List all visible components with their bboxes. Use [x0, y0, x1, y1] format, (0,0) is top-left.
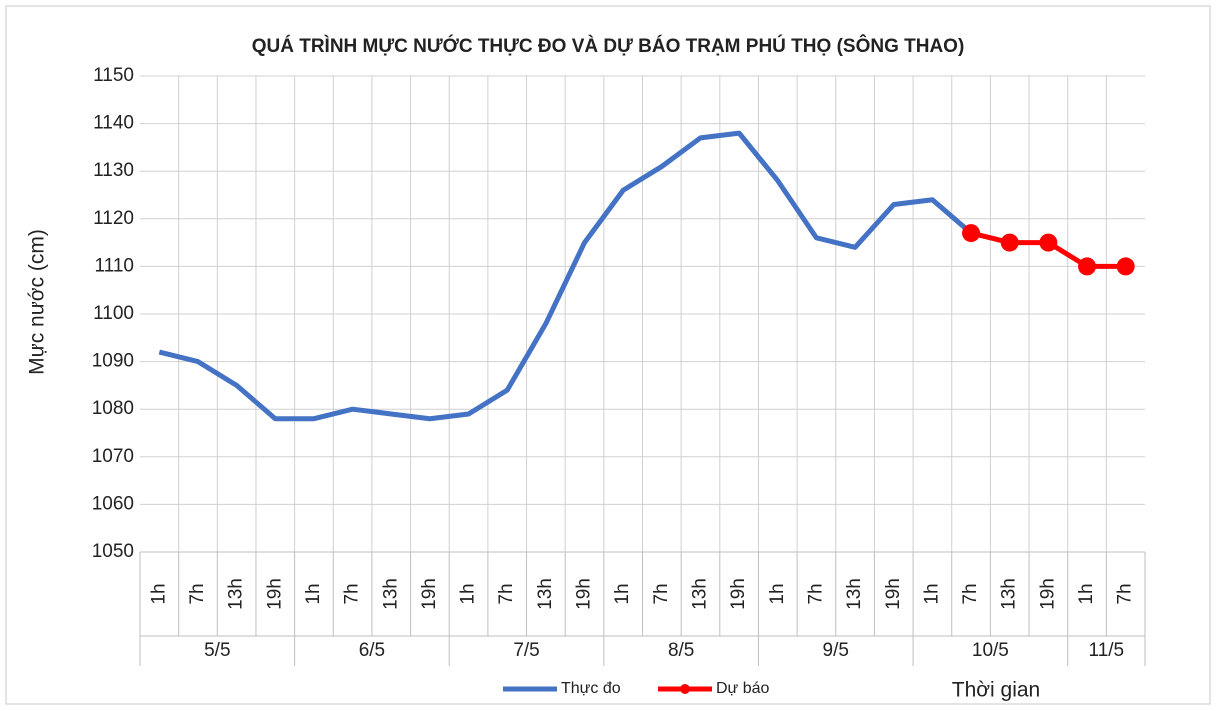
y-tick-label: 1100: [93, 303, 134, 324]
y-tick-label: 1080: [92, 398, 134, 419]
x-tick-label: 1h: [148, 583, 169, 604]
x-tick-label: 13h: [380, 578, 401, 610]
x-tick-label: 1h: [303, 583, 324, 604]
x-tick-label: 19h: [883, 578, 904, 610]
x-tick-label: 7h: [805, 583, 826, 604]
y-tick-label: 1050: [92, 541, 134, 562]
x-tick-label: 19h: [264, 578, 285, 610]
x-group-label: 9/5: [823, 640, 849, 661]
x-tick-label: 7h: [496, 583, 517, 604]
data-point: [1078, 257, 1097, 276]
data-point: [1000, 233, 1019, 252]
legend-label: Thực đo: [561, 680, 621, 697]
x-group-label: 11/5: [1089, 640, 1125, 661]
x-group-label: 6/5: [359, 640, 385, 661]
x-tick-label: 13h: [535, 578, 556, 610]
legend-marker: [680, 684, 690, 694]
x-tick-label: 1h: [612, 583, 633, 604]
y-tick-label: 1140: [93, 113, 134, 134]
x-tick-label: 1h: [921, 583, 942, 604]
x-tick-label: 19h: [728, 578, 749, 610]
y-tick-label: 1150: [93, 65, 134, 86]
x-tick-label: 19h: [419, 578, 440, 610]
x-tick-label: 13h: [226, 578, 247, 610]
x-tick-label: 13h: [999, 578, 1020, 610]
x-group-label: 8/5: [668, 640, 694, 661]
x-group-label: 5/5: [204, 640, 230, 661]
x-tick-label: 1h: [1076, 583, 1097, 604]
x-tick-label: 1h: [767, 583, 788, 604]
x-tick-label: 13h: [689, 578, 710, 610]
chart-border: [5, 5, 1211, 705]
y-tick-label: 1090: [92, 351, 134, 372]
x-axis-label: Thời gian: [952, 679, 1040, 702]
x-tick-label: 7h: [651, 583, 672, 604]
x-group-label: 10/5: [972, 640, 1009, 661]
x-tick-label: 19h: [574, 578, 595, 610]
y-tick-label: 1060: [92, 493, 134, 514]
y-tick-label: 1070: [92, 446, 134, 467]
x-tick-label: 19h: [1037, 578, 1058, 610]
x-tick-label: 1h: [458, 583, 479, 604]
data-point: [1116, 257, 1135, 276]
x-tick-label: 7h: [342, 583, 363, 604]
y-tick-label: 1120: [93, 208, 134, 229]
x-tick-label: 7h: [1115, 583, 1136, 604]
y-tick-label: 1130: [93, 160, 134, 181]
x-group-label: 7/5: [513, 640, 539, 661]
x-tick-label: 7h: [960, 583, 981, 604]
x-tick-label: 13h: [844, 578, 865, 610]
legend-label: Dự báo: [716, 680, 770, 697]
x-tick-label: 7h: [187, 583, 208, 604]
y-axis-label: Mực nước (cm): [26, 229, 49, 375]
data-point: [962, 224, 981, 243]
y-tick-label: 1110: [95, 255, 134, 276]
data-point: [1039, 233, 1058, 252]
chart-title: QUÁ TRÌNH MỰC NƯỚC THỰC ĐO VÀ DỰ BÁO TRẠ…: [252, 35, 965, 57]
data-line: [158, 130, 973, 422]
